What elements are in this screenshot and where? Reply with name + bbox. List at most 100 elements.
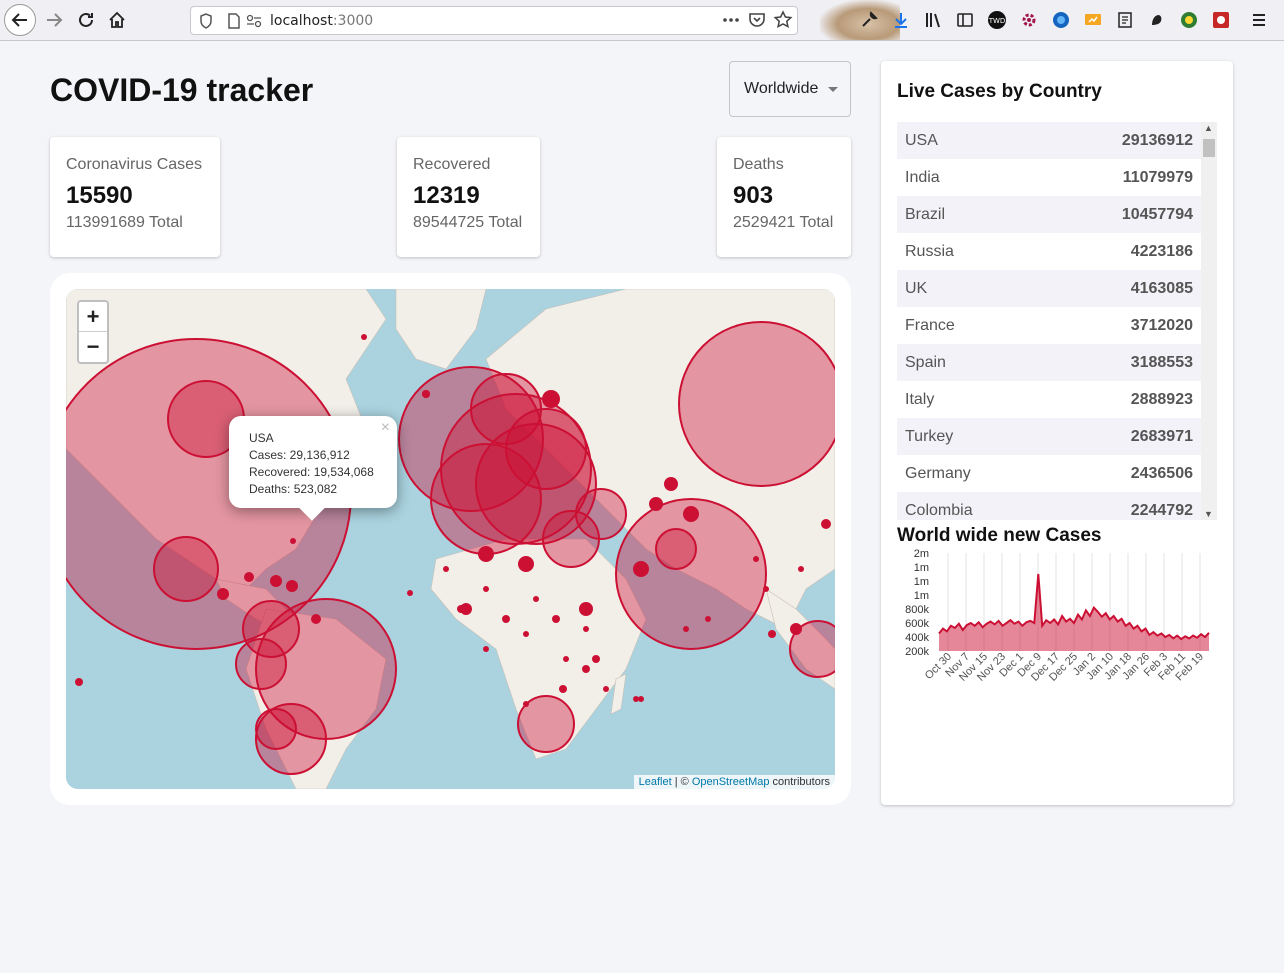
popup-cases: Cases: 29,136,912 [249, 448, 350, 462]
chart-y-tick-label: 1m [914, 590, 929, 602]
svg-text:TWD: TWD [988, 17, 1006, 25]
country-cases: 2436506 [1130, 464, 1193, 482]
cases-card[interactable]: Coronavirus Cases 15590 113991689 Total [50, 137, 220, 257]
country-cases: 4223186 [1130, 242, 1193, 260]
table-row: Germany 2436506 [897, 455, 1201, 492]
cases-total: 113991689 Total [66, 214, 183, 231]
cases-today: 15590 [66, 182, 133, 209]
leaflet-link[interactable]: Leaflet [638, 776, 672, 788]
notes-extension-icon[interactable] [1111, 4, 1139, 36]
country-name: Colombia [905, 501, 973, 519]
zoom-control: + − [77, 300, 109, 364]
popup-deaths: Deaths: 523,082 [249, 482, 338, 496]
more-actions-icon[interactable] [721, 10, 741, 30]
country-name: Turkey [905, 427, 954, 445]
forward-button[interactable] [38, 4, 70, 36]
forward-arrow-icon [47, 13, 63, 27]
url-port: :3000 [332, 13, 374, 29]
world-map[interactable]: + − × USA Cases: 29,136,912 Recovered: 1… [66, 289, 835, 789]
greenland-land [395, 289, 487, 370]
circle-south-africa [517, 695, 575, 753]
url-text[interactable]: localhost:3000 [270, 13, 373, 29]
map-tiles[interactable] [66, 289, 835, 789]
sidebar-icon[interactable] [951, 4, 979, 36]
gnome-extension-icon[interactable] [1143, 4, 1171, 36]
deaths-label: Deaths [733, 156, 784, 173]
table-row: Russia 4223186 [897, 233, 1201, 270]
circle-indonesia [789, 620, 835, 678]
southeast-asia-land [765, 588, 835, 690]
page-title: COVID-19 tracker [50, 72, 314, 108]
recovered-label: Recovered [413, 156, 491, 173]
country-cases: 2683971 [1130, 427, 1193, 445]
chart-title: World wide new Cases [897, 525, 1102, 546]
circle-turkey [575, 488, 627, 540]
game-extension-icon[interactable] [1207, 4, 1235, 36]
zoom-in-button[interactable]: + [79, 302, 107, 332]
permissions-icon[interactable] [246, 14, 262, 28]
circle-chile [255, 708, 297, 750]
gear-extension-icon[interactable] [1015, 4, 1043, 36]
scroll-up-icon[interactable]: ▲ [1204, 123, 1213, 133]
attribution-suffix: contributors [769, 776, 830, 788]
translate-extension-icon[interactable] [1175, 4, 1203, 36]
table-row: Turkey 2683971 [897, 418, 1201, 455]
chart-y-tick-label: 1m [914, 576, 929, 588]
country-name: France [905, 316, 955, 334]
wrench-icon[interactable] [855, 4, 883, 36]
page-icon[interactable] [227, 13, 241, 29]
chart-y-tick-label: 200k [905, 646, 929, 658]
circle-mexico [153, 536, 219, 602]
country-cases: 3712020 [1130, 316, 1193, 334]
south-america-land [245, 608, 387, 789]
zoom-out-button[interactable]: − [86, 334, 100, 359]
table-row: UK 4163085 [897, 270, 1201, 307]
chart-y-tick-label: 2m [914, 548, 929, 560]
circle-pakistan [655, 528, 697, 570]
country-table[interactable]: USA 29136912 India 11079979 Brazil 10457794 Ru… [897, 122, 1201, 520]
scrollbar-thumb[interactable] [1203, 139, 1215, 157]
screen-extension-icon[interactable] [1079, 4, 1107, 36]
twd-extension-icon[interactable]: TWD [983, 4, 1011, 36]
country-cases: 29136912 [1121, 131, 1193, 149]
chart-y-tick-label: 400k [905, 632, 929, 644]
openstreetmap-link[interactable]: OpenStreetMap [691, 776, 770, 788]
library-icon[interactable] [919, 4, 947, 36]
shield-icon[interactable] [199, 13, 213, 29]
home-icon [109, 11, 125, 28]
table-scrollbar[interactable]: ▲ ▼ [1201, 122, 1217, 520]
recovered-today: 12319 [413, 182, 480, 209]
deaths-card[interactable]: Deaths 903 2529421 Total [717, 137, 851, 257]
country-select[interactable]: Worldwide [729, 61, 851, 117]
reload-button[interactable] [70, 4, 102, 36]
country-select-value: Worldwide [744, 80, 819, 97]
country-name: Italy [905, 390, 935, 408]
map-attribution: Leaflet | © OpenStreetMap contributors [633, 775, 835, 789]
hamburger-menu-icon[interactable] [1245, 4, 1273, 36]
url-bar[interactable]: localhost:3000 [190, 6, 798, 35]
table-row: Spain 3188553 [897, 344, 1201, 381]
pocket-icon[interactable] [747, 10, 767, 30]
recovered-card[interactable]: Recovered 12319 89544725 Total [397, 137, 540, 257]
url-host: localhost [270, 13, 333, 29]
download-icon[interactable] [887, 4, 915, 36]
scroll-down-icon[interactable]: ▼ [1204, 509, 1213, 519]
globe-extension-icon[interactable] [1047, 4, 1075, 36]
country-cases: 11079979 [1122, 168, 1193, 186]
popup-recovered: Recovered: 19,534,068 [249, 465, 374, 479]
popup-close-button[interactable]: × [380, 419, 390, 436]
country-name: India [905, 168, 940, 186]
bookmark-star-icon[interactable] [773, 10, 793, 30]
reload-icon [79, 12, 93, 27]
table-row: Italy 2888923 [897, 381, 1201, 418]
circle-peru [235, 638, 287, 690]
country-name: USA [905, 131, 938, 149]
back-button[interactable] [4, 4, 36, 36]
country-popup: × USA Cases: 29,136,912 Recovered: 19,53… [229, 416, 397, 521]
circle-uk [398, 366, 544, 512]
right-panel: Live Cases by Country USA 29136912 India 11… [881, 61, 1233, 805]
table-row: India 11079979 [897, 159, 1201, 196]
madagascar-land [610, 673, 627, 715]
home-button[interactable] [101, 4, 133, 36]
